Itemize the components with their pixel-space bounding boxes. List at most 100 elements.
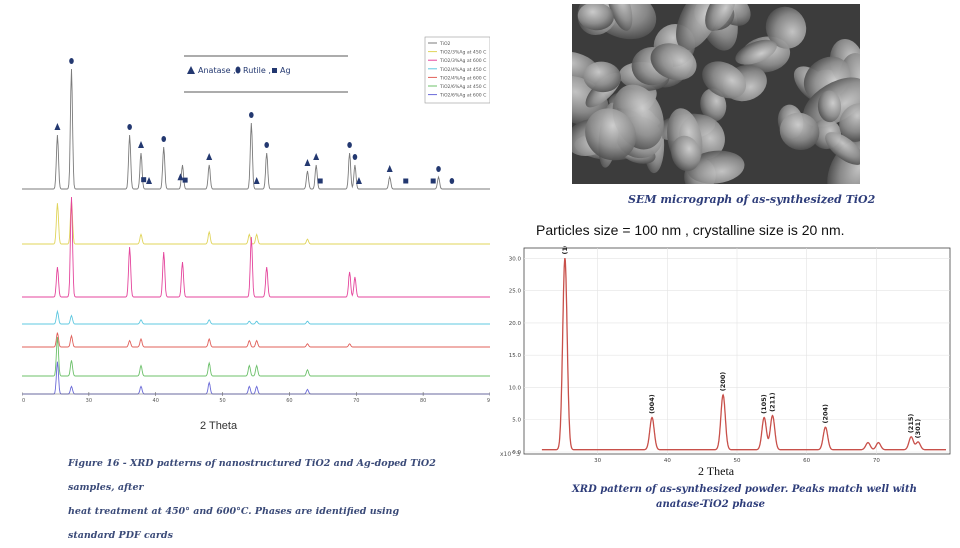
- ag-marker: [182, 177, 188, 183]
- peak-label: (211): [769, 392, 777, 412]
- left-caption-line-2: heat treatment at 450° and 600°C. Phases…: [68, 506, 400, 541]
- right-y-tick-label: 30.0: [509, 256, 522, 262]
- series-legend: TiO2 TiO2/3%Ag at 450 C TiO2/3%Ag at 600 C…: [424, 36, 490, 104]
- rutile-circle-icon: [235, 66, 241, 74]
- legend-ag-label: Ag: [280, 66, 291, 75]
- peak-label: (204): [821, 404, 829, 424]
- peak-label: (200): [719, 372, 727, 392]
- legend-anatase-label: Anatase ,: [198, 66, 236, 75]
- sem-grain: [583, 61, 622, 93]
- sem-grain: [686, 150, 745, 184]
- ag-marker: [430, 178, 436, 184]
- sem-grain: [765, 6, 807, 49]
- anatase-marker: [304, 159, 311, 166]
- anatase-marker: [138, 141, 145, 148]
- rutile-marker: [249, 112, 254, 118]
- anatase-marker: [253, 176, 260, 184]
- sem-grain: [702, 61, 747, 99]
- left-figure-caption: Figure 16 - XRD patterns of nanostructur…: [68, 452, 448, 548]
- left-x-tick-label: 70: [353, 398, 359, 404]
- anatase-triangle-icon: [187, 66, 195, 74]
- right-y-tick-label: 10.0: [509, 385, 522, 391]
- anatase-marker: [313, 153, 320, 160]
- xrd-trace: [22, 336, 490, 377]
- right-x-tick-label: 50: [734, 458, 741, 464]
- legend-rutile-label: Rutile ,: [243, 66, 271, 75]
- xrd-trace: [22, 332, 490, 348]
- series-legend-label: TiO2/3%Ag at 450 C: [439, 50, 486, 56]
- peak-label: (215): [907, 414, 915, 434]
- particle-size-text: Particles size = 100 nm , crystalline si…: [536, 222, 845, 238]
- peak-label: (105): [760, 394, 768, 414]
- sem-grain: [735, 39, 777, 65]
- left-x-tick-label: 80: [420, 398, 426, 404]
- right-figure-caption: XRD pattern of as-synthesized powder. Pe…: [572, 482, 956, 512]
- right-x-tick-label: 30: [594, 458, 601, 464]
- anatase-marker: [206, 153, 213, 160]
- sem-grain: [650, 43, 697, 81]
- sem-micrograph-image: [547, 0, 876, 202]
- rutile-marker: [352, 153, 358, 160]
- sem-grain: [825, 132, 864, 165]
- right-y-multiplier: x10^3: [500, 451, 520, 458]
- left-x-tick-label: 20: [22, 398, 25, 404]
- series-legend-label: TiO2/3%Ag at 600 C: [439, 58, 486, 64]
- ag-square-icon: [272, 68, 277, 73]
- peak-label: (301): [914, 419, 922, 439]
- rutile-marker: [347, 141, 352, 148]
- rutile-marker: [127, 124, 132, 130]
- left-x-tick-label: 90: [487, 398, 490, 404]
- xrd-trace: [22, 68, 490, 190]
- sem-grain: [606, 0, 633, 31]
- right-caption-line-1: XRD pattern of as-synthesized powder. Pe…: [572, 484, 917, 495]
- sem-grain: [577, 2, 614, 31]
- rutile-marker: [264, 142, 269, 148]
- series-legend-label: TiO2: [439, 41, 451, 47]
- sem-grain: [817, 90, 842, 123]
- sem-grain: [700, 88, 727, 122]
- right-xlabel: 2 Theta: [698, 464, 735, 478]
- series-legend-label: TiO2/6%Ag at 450 C: [439, 84, 486, 90]
- ag-marker: [403, 178, 409, 184]
- left-xrd-chart: Anatase , Rutile , Ag TiO2 TiO2/3%Ag at 4…: [22, 34, 490, 404]
- rutile-marker: [436, 166, 441, 172]
- xrd-trace: [22, 309, 490, 325]
- sem-picture: [547, 0, 876, 202]
- right-y-tick-label: 15.0: [509, 353, 522, 359]
- xrd-trace: [22, 196, 490, 298]
- right-y-tick-label: 5.0: [512, 418, 521, 424]
- rutile-marker: [449, 178, 455, 184]
- left-x-tick-label: 30: [86, 398, 92, 404]
- left-x-tick-label: 60: [286, 398, 292, 404]
- right-y-tick-label: 20.0: [509, 321, 522, 327]
- ag-marker: [317, 178, 323, 184]
- right-xrd-chart: (101) (004) (200) (105)(211) (204) (215)(301)…: [498, 235, 954, 464]
- peak-label: (004): [648, 394, 656, 414]
- anatase-marker: [54, 123, 61, 130]
- right-xrd-trace: [541, 257, 946, 451]
- anatase-marker: [177, 173, 184, 181]
- rutile-marker: [69, 58, 74, 64]
- right-caption-line-2: anatase-TiO2 phase: [656, 499, 765, 510]
- right-y-tick-label: 25.0: [509, 289, 522, 295]
- sem-caption: SEM micrograph of as-synthesized TiO2: [628, 193, 876, 206]
- phase-legend: Anatase , Rutile , Ag: [184, 55, 348, 93]
- right-y-tick-label: 0.0: [512, 450, 521, 456]
- series-legend-label: TiO2/4%Ag at 600 C: [439, 75, 486, 81]
- left-x-tick-label: 50: [219, 398, 225, 404]
- right-x-tick-label: 60: [803, 458, 810, 464]
- series-legend-label: TiO2/6%Ag at 600 C: [439, 93, 486, 99]
- right-xrd-plot: (101) (004) (200) (105)(211) (204) (215)(301)…: [500, 235, 951, 464]
- sem-grain: [671, 135, 701, 172]
- right-x-tick-label: 70: [873, 458, 880, 464]
- left-xrd-plot: Anatase , Rutile , Ag TiO2 TiO2/3%Ag at 4…: [22, 34, 490, 404]
- anatase-marker: [146, 177, 153, 184]
- left-caption-line-1: Figure 16 - XRD patterns of nanostructur…: [68, 458, 436, 493]
- ag-marker: [141, 177, 147, 183]
- left-x-tick-label: 40: [153, 398, 159, 404]
- series-legend-label: TiO2/4%Ag at 450 C: [439, 67, 486, 73]
- anatase-marker: [355, 176, 362, 184]
- sem-grain: [585, 108, 637, 161]
- rutile-marker: [161, 136, 167, 142]
- left-xlabel: 2 Theta: [200, 420, 238, 432]
